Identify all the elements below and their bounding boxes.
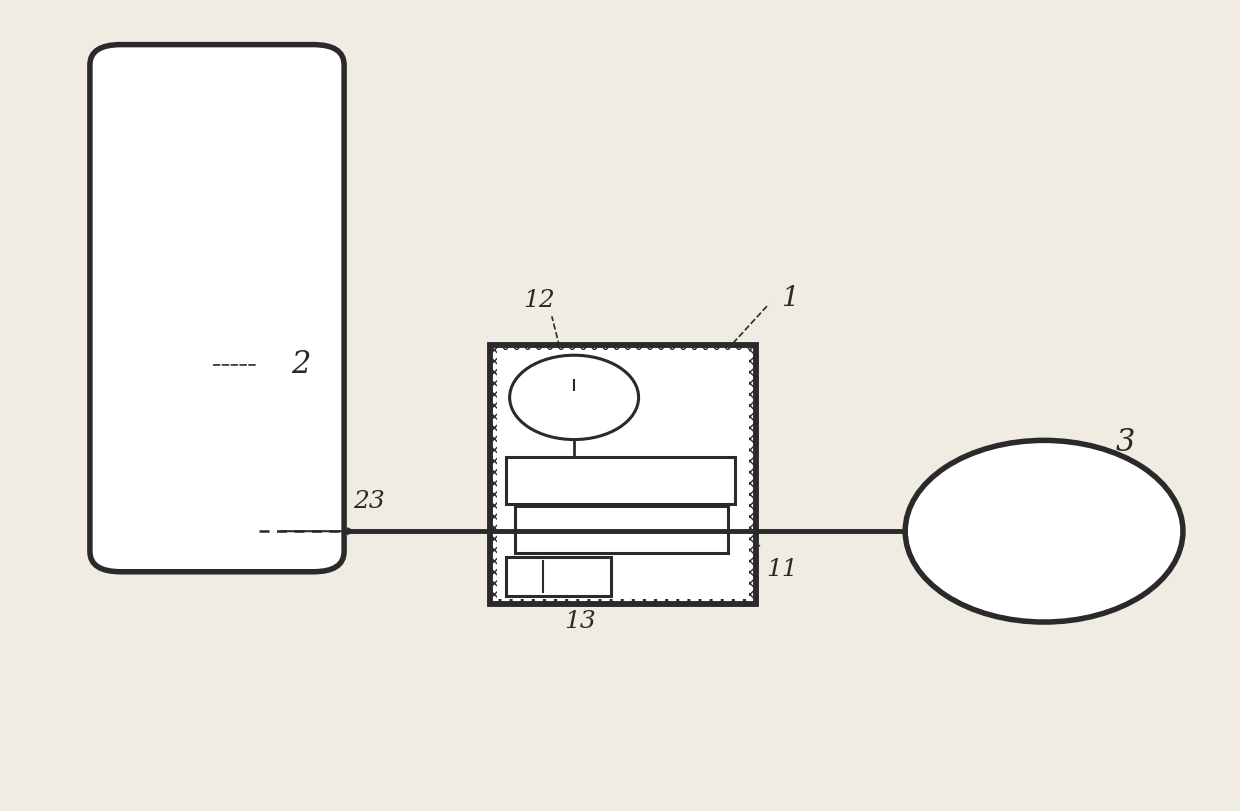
Bar [497, 350, 749, 599]
Circle shape [510, 355, 639, 440]
Bar [506, 557, 611, 596]
Text: 1: 1 [781, 285, 799, 312]
Text: 12: 12 [523, 290, 556, 312]
Text: 2: 2 [291, 350, 311, 380]
Bar [490, 345, 756, 604]
Bar [506, 457, 735, 504]
Text: 3: 3 [1116, 427, 1136, 458]
Text: 13: 13 [564, 610, 596, 633]
Text: 23: 23 [353, 490, 386, 513]
Bar [515, 506, 728, 553]
Text: 11: 11 [766, 558, 799, 581]
FancyBboxPatch shape [89, 45, 343, 572]
Circle shape [905, 440, 1183, 622]
Bar [490, 345, 756, 604]
